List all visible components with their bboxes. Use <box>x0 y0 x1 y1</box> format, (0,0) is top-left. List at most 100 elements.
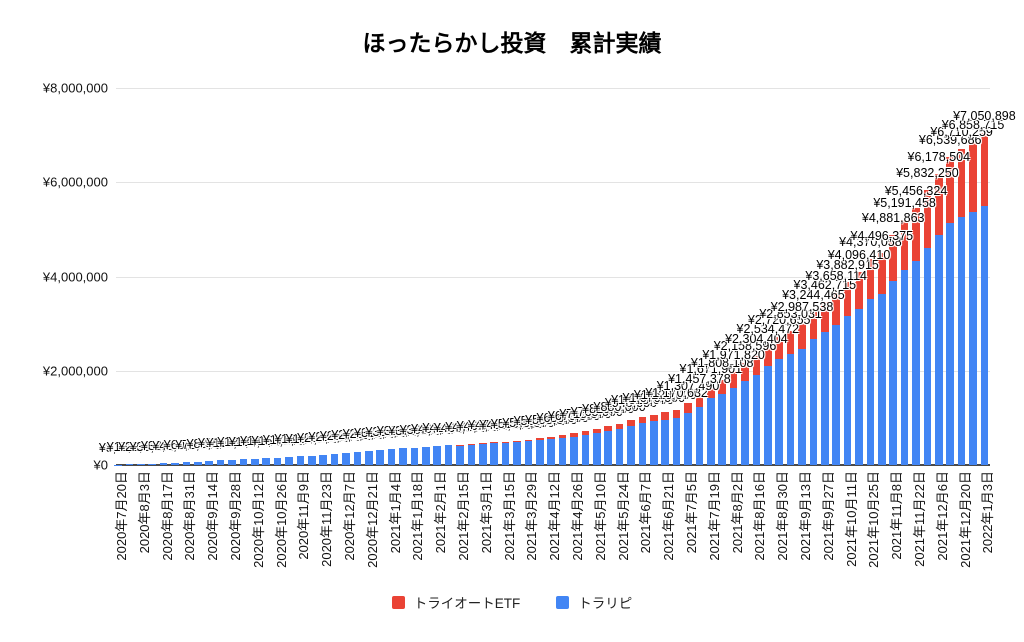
x-axis-tick-label: 2021年6月21日 <box>661 471 677 561</box>
bar-total-label: ¥5,456,324 <box>884 183 948 198</box>
bar-segment-etf <box>843 282 852 317</box>
bar-segment-toraripi <box>353 452 362 465</box>
bar-segment-etf <box>467 443 476 445</box>
bar-total-label: ¥228,000 <box>308 430 361 445</box>
x-axis-tick-label: 2021年8月30日 <box>775 471 791 561</box>
bar-total-label: ¥338,000 <box>365 425 418 440</box>
bar-total-label: ¥1,971,820 <box>702 348 765 363</box>
bar-total-label: ¥2,720,655 <box>747 312 811 327</box>
bar-total-label: ¥2,304,404 <box>725 332 788 347</box>
bar-total-label: ¥146,000 <box>240 434 293 449</box>
bar-segment-toraripi <box>205 460 213 465</box>
bar-segment-toraripi <box>969 212 977 465</box>
bar-segment-etf <box>615 423 624 429</box>
bar-total-label: ¥1,170,632 <box>645 385 708 400</box>
x-axis-tick-label: 2021年4月26日 <box>570 471 585 561</box>
x-axis-tick-label: 2021年10月25日 <box>866 471 882 568</box>
bar-total-label: ¥462,000 <box>456 419 509 434</box>
bar-total-label: ¥15,000 <box>106 440 152 455</box>
x-axis-tick-label: 2020年8月31日 <box>182 471 198 561</box>
bar-total-label: ¥6,710,259 <box>930 124 993 139</box>
bar-total-label: ¥1,070,000 <box>622 390 686 405</box>
bar-segment-etf <box>661 412 669 420</box>
bar-segment-toraripi <box>387 449 396 465</box>
bar-segment-toraripi <box>866 298 875 465</box>
bar-segment-etf <box>729 372 738 388</box>
x-axis-tick-label: 2021年10月11日 <box>843 471 859 567</box>
bar-segment-toraripi <box>308 455 316 465</box>
x-axis-tick-label: 2022年1月3日 <box>980 471 996 554</box>
bar-segment-toraripi <box>547 439 555 465</box>
y-axis-tick-label: ¥2,000,000 <box>42 363 108 379</box>
bar-total-label: ¥5,191,458 <box>873 196 936 211</box>
bar-segment-etf <box>957 148 966 217</box>
bar-segment-etf <box>604 426 612 431</box>
bar-total-label: ¥3,462,715 <box>793 277 857 292</box>
bar-segment-toraripi <box>125 464 134 465</box>
gridline <box>116 370 990 372</box>
y-axis-tick-label: ¥6,000,000 <box>42 174 108 190</box>
x-axis-tick-label: 2020年11月23日 <box>319 471 335 567</box>
bar-segment-toraripi <box>935 235 943 465</box>
bar-segment-toraripi <box>878 294 886 465</box>
bar-segment-etf <box>501 441 510 443</box>
legend-label-etf: トライオートETF <box>413 596 521 611</box>
bar-total-label: ¥194,000 <box>285 431 338 446</box>
bar-segment-toraripi <box>593 433 601 465</box>
x-axis-tick-label: 2020年10月12日 <box>250 471 266 568</box>
bar-total-label: ¥3,244,465 <box>782 288 845 303</box>
bar-segment-etf <box>650 414 658 422</box>
chart-title: ほったらかし投資 累計実績 <box>362 30 662 56</box>
bar-total-label: ¥565,000 <box>513 414 566 429</box>
bar-total-label: ¥22,000 <box>118 439 164 454</box>
bar-segment-etf <box>900 220 909 270</box>
bar-total-label: ¥3,658,114 <box>805 268 868 283</box>
bar-total-label: ¥7,050,898 <box>953 108 1016 123</box>
x-axis-tick-label: 2021年11月8日 <box>889 471 905 560</box>
y-axis-tick-label: ¥8,000,000 <box>42 80 108 96</box>
bar-total-label: ¥478,000 <box>468 418 521 433</box>
bar-segment-etf <box>889 234 897 281</box>
bar-segment-toraripi <box>319 455 327 465</box>
bar-segment-toraripi <box>718 393 726 465</box>
bar-segment-etf <box>980 132 989 206</box>
bar-segment-toraripi <box>524 441 533 465</box>
bar-segment-toraripi <box>422 446 430 465</box>
bar-total-label: ¥6,858,715 <box>941 117 1005 132</box>
bar-segment-toraripi <box>752 375 761 465</box>
x-axis-tick-label: 2021年3月15日 <box>501 471 517 561</box>
bar-segment-etf <box>490 442 498 444</box>
y-axis-tick-label: ¥4,000,000 <box>42 269 108 284</box>
bar-segment-toraripi <box>456 445 464 465</box>
x-axis-tick-label: 2020年10月26日 <box>273 471 289 568</box>
bar-segment-etf <box>547 436 555 440</box>
bar-segment-toraripi <box>194 461 202 465</box>
x-axis-tick-label: 2021年2月1日 <box>433 471 449 554</box>
bar-total-label: ¥8,000 <box>98 440 138 455</box>
bar-segment-toraripi <box>251 458 259 465</box>
bar-segment-toraripi <box>137 463 145 465</box>
bar-total-label: ¥2,853,031 <box>759 306 822 321</box>
bar-segment-etf <box>513 440 521 443</box>
x-axis-tick-label: 2020年11月9日 <box>296 471 312 560</box>
bar-total-label: ¥1,120,000 <box>633 388 697 403</box>
x-axis-line <box>116 464 990 466</box>
bar-segment-toraripi <box>627 426 635 465</box>
bar-segment-etf <box>866 259 875 299</box>
x-axis-tick-label: 2021年2月15日 <box>456 471 471 561</box>
bar-segment-toraripi <box>707 398 715 465</box>
bar-segment-toraripi <box>889 280 897 465</box>
bar-total-label: ¥294,000 <box>342 427 395 442</box>
bar-total-label: ¥170,000 <box>262 432 316 447</box>
bar-total-label: ¥2,987,538 <box>770 300 834 315</box>
bar-segment-etf <box>524 439 533 442</box>
bar-total-label: ¥4,370,058 <box>839 235 902 250</box>
bar-total-label: ¥5,832,250 <box>896 166 959 181</box>
bar-segment-toraripi <box>615 428 624 465</box>
x-axis-tick-label: 2021年3月29日 <box>524 471 540 561</box>
bar-total-label: ¥2,534,472 <box>736 321 800 336</box>
x-axis-tick-label: 2021年7月19日 <box>706 471 722 561</box>
x-axis-tick-label: 2021年7月5日 <box>684 471 699 554</box>
bar-segment-toraripi <box>148 463 156 465</box>
bar-total-label: ¥60,000 <box>163 438 209 453</box>
